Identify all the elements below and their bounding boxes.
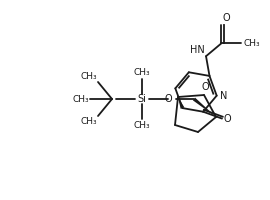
Text: CH₃: CH₃	[80, 72, 97, 81]
Polygon shape	[193, 98, 216, 117]
Text: CH₃: CH₃	[134, 121, 150, 130]
Text: CH₃: CH₃	[243, 39, 260, 48]
Text: N: N	[220, 91, 227, 101]
Text: O: O	[164, 94, 172, 104]
Text: CH₃: CH₃	[72, 95, 89, 104]
Polygon shape	[178, 97, 184, 109]
Text: O: O	[201, 82, 209, 92]
Text: HN: HN	[190, 45, 205, 55]
Text: CH₃: CH₃	[80, 117, 97, 126]
Text: CH₃: CH₃	[134, 68, 150, 77]
Text: Si: Si	[137, 94, 146, 104]
Text: O: O	[224, 114, 232, 124]
Text: O: O	[222, 13, 230, 23]
